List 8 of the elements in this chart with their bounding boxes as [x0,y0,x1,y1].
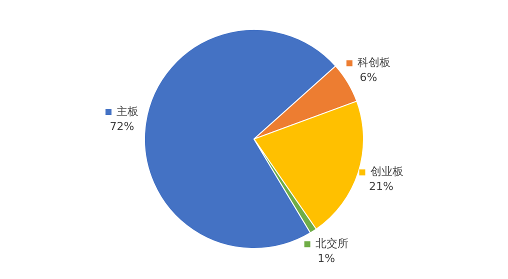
legend-label: 科创板 [357,56,390,70]
legend-label: 主板 [116,104,138,118]
data-label: 1% [318,252,336,266]
data-label: 6% [360,71,378,84]
legend-label: 北交所 [315,237,348,250]
data-label: 21% [369,180,394,194]
data-label: 72% [110,120,134,133]
legend-label: 创业板 [370,165,404,178]
